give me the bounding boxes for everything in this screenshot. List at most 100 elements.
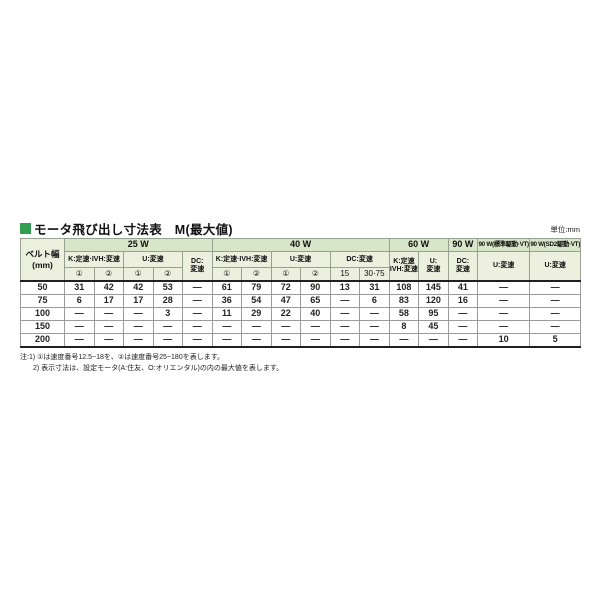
dim-cell: —: [529, 294, 582, 308]
header-circle-2: ②: [241, 267, 272, 282]
section-title-bar: モータ飛び出し寸法表 M(最大値): [20, 221, 580, 237]
dim-cell: —: [359, 333, 390, 348]
note-line-2: 2) 表示寸法は、設定モータ(A:住友、O:オリエンタル)の内の最大値を表します…: [33, 364, 284, 372]
dim-cell: —: [182, 307, 213, 321]
dim-cell: —: [447, 307, 479, 321]
dim-cell: —: [477, 320, 531, 334]
group-90w-sd2-vt: 90 W(SD2駆動·VT): [529, 238, 582, 252]
dim-cell: —: [241, 333, 272, 348]
header-90w-dc: DC: 変速: [447, 251, 479, 282]
header-60w-u: U: 変速: [418, 251, 449, 282]
dim-cell: —: [211, 333, 243, 348]
dim-cell: 16: [447, 294, 479, 308]
dim-cell: —: [182, 280, 213, 295]
header-25w-dc: DC: 変速: [182, 251, 213, 282]
dim-cell: 120: [418, 294, 449, 308]
belt-width-header: ベルト幅 (mm): [20, 238, 65, 282]
dim-cell: 31: [359, 280, 390, 295]
dim-cell: —: [182, 333, 213, 348]
dim-cell: —: [477, 280, 531, 295]
dim-cell: 41: [447, 280, 479, 295]
dim-cell: 45: [418, 320, 449, 334]
header-circle-2: ②: [93, 267, 124, 282]
dim-cell: —: [418, 333, 449, 348]
dim-cell: 47: [270, 294, 302, 308]
dim-cell: 10: [477, 333, 531, 348]
header-25w-u: U:変速: [123, 251, 183, 268]
dim-cell: —: [270, 320, 302, 334]
dim-cell: 17: [123, 294, 154, 308]
dim-cell: —: [241, 320, 272, 334]
dim-cell: 8: [388, 320, 420, 334]
dim-cell: 36: [211, 294, 243, 308]
dim-cell: 90: [300, 280, 331, 295]
dim-cell: —: [64, 307, 95, 321]
group-60w: 60 W: [388, 238, 449, 252]
dim-cell: 65: [300, 294, 331, 308]
dim-cell: 42: [93, 280, 124, 295]
header-group-row: ベルト幅 (mm) 25 W 40 W 60 W 90 W 90 W(標準駆動·…: [20, 238, 582, 282]
header-sub-row: K:定速·IVH:変速 U:変速 DC: 変速 K:定速·IVH:変速 U:変速…: [21, 251, 582, 282]
table-body: 50 31 42 42 53—61 79 72 90 13 31 108 145 41— —75 6 17 17…: [20, 280, 582, 348]
belt-width-value: 75: [20, 294, 65, 308]
dim-cell: —: [477, 307, 531, 321]
dim-cell: —: [211, 320, 243, 334]
dim-cell: —: [329, 333, 361, 348]
header-40w-k-ivh: K:定速·IVH:変速: [211, 251, 272, 268]
belt-width-value: 50: [20, 280, 65, 295]
dim-cell: 108: [388, 280, 420, 295]
unit-label: 単位:mm: [550, 225, 580, 234]
catalog-section: モータ飛び出し寸法表 M(最大値) 単位:mm ベルト幅 (mm) 25 W 4…: [20, 221, 582, 374]
dim-cell: 31: [64, 280, 95, 295]
table-header: ベルト幅 (mm) 25 W 40 W 60 W 90 W 90 W(標準駆動·…: [20, 238, 582, 282]
note-line-1: 注:1) ①は速度番号12.5~18を、②は速度番号25~180を表します。: [20, 354, 225, 361]
header-40w-dc: DC:変速: [329, 251, 390, 268]
dim-cell: —: [300, 320, 331, 334]
dim-cell: —: [123, 333, 154, 348]
dim-cell: —: [359, 320, 390, 334]
dim-cell: 61: [211, 280, 243, 295]
header-25w-k-ivh: K:定速·IVH:変速: [64, 251, 124, 268]
dim-cell: 145: [418, 280, 449, 295]
belt-width-value: 100: [20, 307, 65, 321]
header-circle-1: ①: [270, 267, 302, 282]
dim-cell: —: [182, 294, 213, 308]
header-circle-1: ①: [64, 267, 95, 282]
dim-cell: 42: [123, 280, 154, 295]
dim-cell: —: [93, 320, 124, 334]
dim-cell: —: [529, 307, 582, 321]
dim-cell: 13: [329, 280, 361, 295]
header-dc-15: 15: [329, 267, 361, 282]
dim-cell: 29: [241, 307, 272, 321]
dim-cell: 83: [388, 294, 420, 308]
dim-cell: —: [152, 333, 183, 348]
header-40w-u: U:変速: [270, 251, 331, 268]
dim-cell: 58: [388, 307, 420, 321]
page-title: モータ飛び出し寸法表 M(最大値): [34, 222, 233, 237]
header-circle-1: ①: [123, 267, 154, 282]
dim-cell: —: [447, 320, 479, 334]
header-90w-std-u: U:変速: [477, 251, 531, 282]
group-90w: 90 W: [447, 238, 479, 252]
group-90w-std-vt: 90 W(標準駆動·VT): [477, 238, 531, 252]
dim-cell: 17: [93, 294, 124, 308]
dim-cell: —: [93, 307, 124, 321]
dim-cell: 6: [64, 294, 95, 308]
dim-cell: —: [93, 333, 124, 348]
header-60w-k-ivh: K:定速 IVH:変速: [388, 251, 420, 282]
dim-cell: 95: [418, 307, 449, 321]
table-row: 50 31 42 42 53—61 79 72 90 13 31 108 145 41— —: [20, 280, 582, 295]
belt-width-value: 150: [20, 320, 65, 334]
dim-cell: —: [123, 320, 154, 334]
table-row: 200— — — — — — — — — — — — — —10 5: [20, 333, 582, 348]
dim-cell: 28: [152, 294, 183, 308]
dim-cell: 3: [152, 307, 183, 321]
dim-cell: 11: [211, 307, 243, 321]
dim-cell: —: [182, 320, 213, 334]
dim-cell: 5: [529, 333, 582, 348]
header-90w-sd2-u: U:変速: [529, 251, 582, 282]
dim-cell: 72: [270, 280, 302, 295]
group-40w: 40 W: [211, 238, 390, 252]
dim-cell: —: [329, 294, 361, 308]
dimension-table: ベルト幅 (mm) 25 W 40 W 60 W 90 W 90 W(標準駆動·…: [20, 238, 582, 348]
